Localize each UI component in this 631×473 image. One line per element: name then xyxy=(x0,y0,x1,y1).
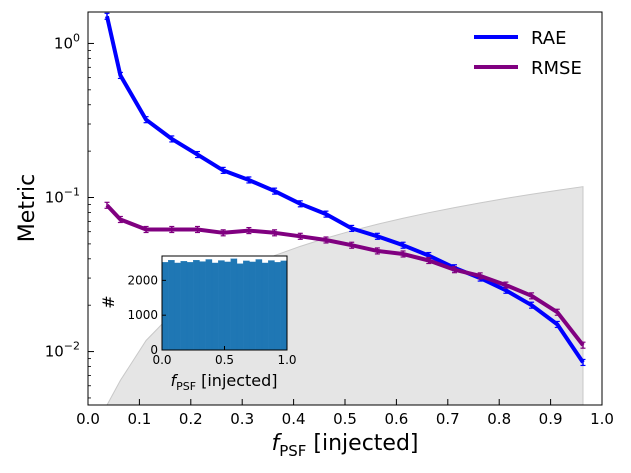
x-axis-ticks: 0.0 0.1 0.2 0.3 0.4 0.5 0.6 0.7 0.8 0.9 1.0 xyxy=(76,399,614,428)
y-tick-label: 10−2 xyxy=(45,340,80,361)
x-tick-label: 0.4 xyxy=(282,410,306,428)
x-tick-label: 0.3 xyxy=(230,410,254,428)
x-tick-label: 0.8 xyxy=(487,410,511,428)
inset-bar xyxy=(161,262,169,351)
inset-bar xyxy=(243,260,250,351)
legend-label-rae: RAE xyxy=(531,28,566,49)
x-tick-label: 0.9 xyxy=(539,410,563,428)
inset-bar xyxy=(255,259,263,351)
inset-bar xyxy=(274,262,281,351)
inset-y-tick-label: 0 xyxy=(150,343,158,357)
inset-y-tick-label: 1000 xyxy=(127,308,158,322)
y-tick-label: 100 xyxy=(54,31,80,52)
inset-bars xyxy=(161,258,288,351)
x-tick-label: 0.7 xyxy=(436,410,460,428)
series-lines xyxy=(104,12,586,367)
inset-bar xyxy=(174,262,181,351)
y-axis-ticks: 100 10−1 10−2 xyxy=(45,31,94,399)
inset-bar xyxy=(186,262,194,351)
main-plot: 0.0 0.1 0.2 0.3 0.4 0.5 0.6 0.7 0.8 0.9 1.0 100 10−… xyxy=(45,11,614,428)
inset-x-tick-label: 0.5 xyxy=(215,353,234,367)
x-tick-label: 0.6 xyxy=(384,410,408,428)
inset-y-ticks: 0 1000 2000 xyxy=(127,273,166,357)
inset-bar xyxy=(168,260,175,351)
inset-histogram: 0.0 0.5 1.0 0 1000 2000 # fPSF [injected] xyxy=(99,255,297,393)
x-tick-label: 0.2 xyxy=(179,410,203,428)
x-tick-label: 0.0 xyxy=(76,410,100,428)
x-axis-title: fPSF [injected] xyxy=(271,431,418,460)
series-line-rmse xyxy=(105,203,585,347)
x-tick-label: 1.0 xyxy=(590,410,614,428)
inset-x-tick-label: 1.0 xyxy=(277,353,296,367)
legend: RAE RMSE xyxy=(474,28,582,79)
inset-bar xyxy=(218,260,225,351)
inset-y-tick-label: 2000 xyxy=(127,273,158,287)
inset-bar xyxy=(211,262,219,351)
inset-bar xyxy=(199,261,206,351)
inset-bar xyxy=(230,258,238,351)
legend-label-rmse: RMSE xyxy=(531,58,582,79)
inset-bar xyxy=(261,262,269,351)
inset-bar xyxy=(180,261,188,351)
inset-x-tick-label: 0.0 xyxy=(152,353,171,367)
series-line-rae xyxy=(105,15,585,364)
inset-x-ticks: 0.0 0.5 1.0 xyxy=(152,346,297,367)
x-tick-label: 0.5 xyxy=(333,410,357,428)
inset-bar xyxy=(280,260,288,351)
inset-bar xyxy=(236,263,244,351)
y-tick-label: 10−1 xyxy=(45,186,80,207)
inset-bar xyxy=(205,259,213,351)
inset-bar xyxy=(224,261,231,351)
y-axis-title: Metric xyxy=(15,174,40,242)
inset-y-title: # xyxy=(99,295,118,308)
inset-bar xyxy=(193,260,200,351)
x-tick-label: 0.1 xyxy=(127,410,151,428)
inset-bar xyxy=(268,260,275,351)
inset-x-title: fPSF [injected] xyxy=(170,371,277,393)
inset-bar xyxy=(249,261,256,351)
